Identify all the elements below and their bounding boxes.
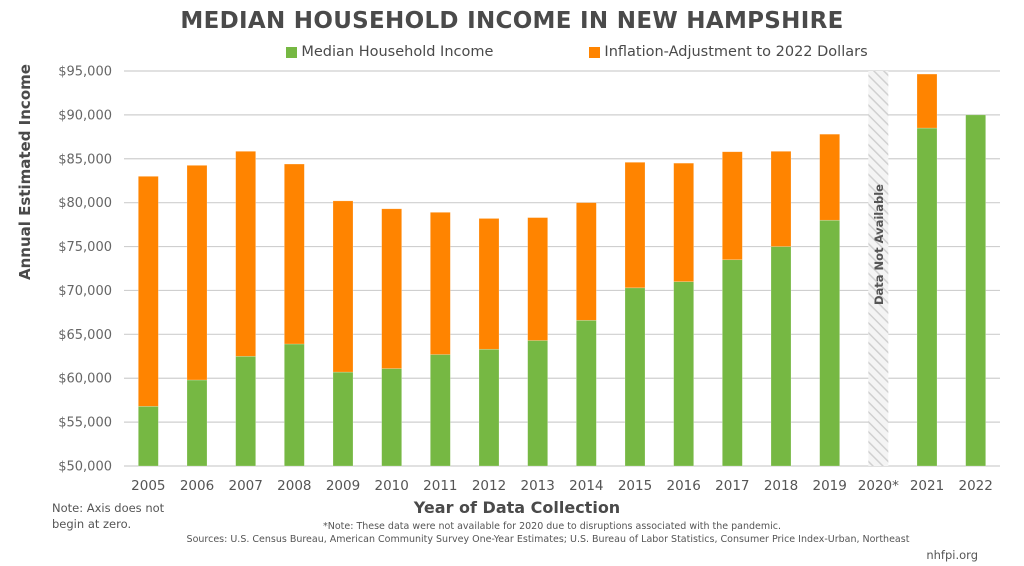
y-tick-label: $90,000 xyxy=(58,108,112,123)
bar-median-income-2014 xyxy=(576,319,597,467)
bar-median-income-2007 xyxy=(235,355,256,467)
bar-inflation-adjustment-2009 xyxy=(332,200,354,373)
y-tick-label: $60,000 xyxy=(58,372,112,387)
legend-item-inflation-adjustment: Inflation-Adjustment to 2022 Dollars xyxy=(589,44,868,60)
legend: Median Household Income Inflation-Adjust… xyxy=(0,44,1024,60)
bar-median-income-2018 xyxy=(770,246,792,467)
sources-note: Sources: U.S. Census Bureau, American Co… xyxy=(186,534,910,545)
y-axis-ticks: $50,000 $55,000 $60,000 $65,000 $70,000 $75,0… xyxy=(58,65,112,475)
y-tick-label: $70,000 xyxy=(58,284,112,299)
axis-note: Note: Axis does not begin at zero. xyxy=(52,501,165,531)
x-tick-label: 2007 xyxy=(228,478,262,494)
bar-median-income-2016 xyxy=(673,281,694,467)
x-tick-label: 2008 xyxy=(277,478,311,494)
bar-inflation-adjustment-2010 xyxy=(381,208,402,369)
legend-item-median-income: Median Household Income xyxy=(286,44,493,60)
y-tick-label: $50,000 xyxy=(58,460,112,475)
y-tick-label: $80,000 xyxy=(58,196,112,211)
legend-label-median-income: Median Household Income xyxy=(301,44,494,60)
bar-inflation-adjustment-2019 xyxy=(819,133,840,221)
bar-median-income-2021 xyxy=(916,127,938,467)
bar-inflation-adjustment-2014 xyxy=(576,202,597,321)
x-tick-label: 2006 xyxy=(180,478,214,494)
bar-inflation-adjustment-2021 xyxy=(916,73,938,129)
bar-data-not-available xyxy=(868,71,889,466)
bar-median-income-2011 xyxy=(430,354,451,467)
bar-inflation-adjustment-2013 xyxy=(527,217,548,341)
x-tick-label: 2005 xyxy=(131,478,165,494)
y-axis-label: Annual Estimated Income xyxy=(16,64,34,280)
x-tick-label: 2014 xyxy=(569,478,603,494)
x-axis-label: Year of Data Collection xyxy=(413,498,621,517)
x-tick-label: 2012 xyxy=(472,478,506,494)
x-tick-label: 2017 xyxy=(715,478,749,494)
bar-inflation-adjustment-2018 xyxy=(770,151,792,247)
legend-swatch-median-income xyxy=(286,46,298,58)
bar-median-income-2012 xyxy=(478,348,500,467)
x-tick-label: 2013 xyxy=(520,478,554,494)
x-tick-label: 2022 xyxy=(958,478,992,494)
y-tick-label: $95,000 xyxy=(58,65,112,80)
x-tick-label: 2019 xyxy=(812,478,846,494)
chart-title: MEDIAN HOUSEHOLD INCOME IN NEW HAMPSHIRE xyxy=(180,8,844,34)
x-tick-label: 2016 xyxy=(666,478,700,494)
bar-inflation-adjustment-2016 xyxy=(673,162,694,282)
bar-median-income-2019 xyxy=(819,219,840,467)
bars: Data Not Available xyxy=(138,71,986,467)
annotation-data-not-available: Data Not Available xyxy=(872,184,886,305)
bar-median-income-2015 xyxy=(624,287,646,467)
bar-inflation-adjustment-2007 xyxy=(235,151,256,357)
brand-url: nhfpi.org xyxy=(926,548,978,562)
bar-median-income-2009 xyxy=(332,371,354,467)
bar-inflation-adjustment-2012 xyxy=(478,218,500,350)
legend-label-inflation-adjustment: Inflation-Adjustment to 2022 Dollars xyxy=(604,44,868,60)
x-tick-label: 2021 xyxy=(910,478,944,494)
bar-inflation-adjustment-2006 xyxy=(186,165,208,381)
x-tick-label: 2011 xyxy=(423,478,457,494)
bar-inflation-adjustment-2005 xyxy=(138,176,159,407)
bar-inflation-adjustment-2008 xyxy=(284,163,305,345)
bar-inflation-adjustment-2015 xyxy=(624,161,646,289)
x-axis-ticks: 2005 2006 2007 2008 2009 2010 2011 2012 2013 2014… xyxy=(131,478,993,494)
x-tick-label: 2009 xyxy=(326,478,360,494)
bar-inflation-adjustment-2017 xyxy=(722,151,743,261)
y-tick-label: $65,000 xyxy=(58,328,112,343)
bar-inflation-adjustment-2011 xyxy=(430,212,451,355)
y-tick-label: $85,000 xyxy=(58,152,112,167)
bar-median-income-2005 xyxy=(138,406,159,467)
footnote: *Note: These data were not available for… xyxy=(322,521,781,532)
bar-median-income-2022 xyxy=(965,114,986,467)
bar-median-income-2006 xyxy=(186,379,208,467)
bar-median-income-2008 xyxy=(284,343,305,467)
x-tick-label: 2020* xyxy=(858,478,899,494)
bar-median-income-2017 xyxy=(722,259,743,467)
y-tick-label: $75,000 xyxy=(58,240,112,255)
x-tick-label: 2018 xyxy=(764,478,798,494)
bar-median-income-2013 xyxy=(527,340,548,467)
x-tick-label: 2015 xyxy=(618,478,652,494)
y-tick-label: $55,000 xyxy=(58,416,112,431)
x-tick-label: 2010 xyxy=(374,478,408,494)
gridlines xyxy=(124,70,1000,467)
bar-median-income-2010 xyxy=(381,368,402,467)
legend-swatch-inflation-adjustment xyxy=(589,46,601,58)
